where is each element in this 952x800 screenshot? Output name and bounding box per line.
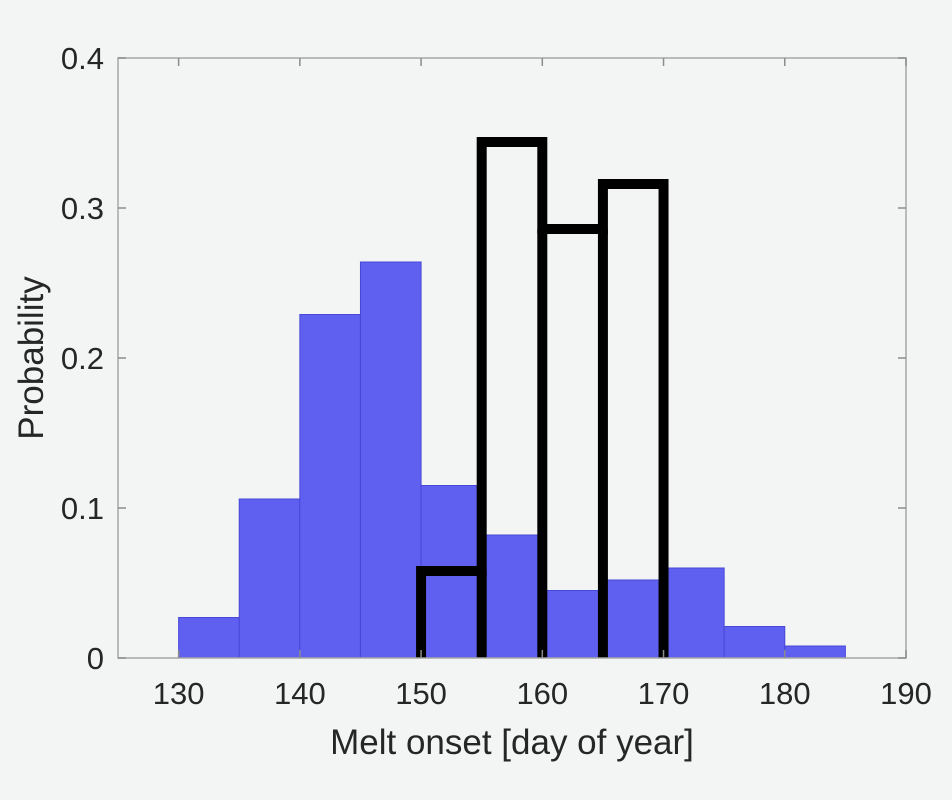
histogram-bar [178,617,240,659]
y-tick-label: 0 [87,641,104,676]
x-tick-label: 160 [516,676,568,711]
x-axis-tick-labels: 130 140 150 160 170 180 190 [153,676,932,711]
x-tick-label: 180 [759,676,811,711]
y-axis-label: Probability [12,276,51,440]
histogram-bar [723,626,786,659]
outline-histogram-series [416,137,669,658]
histogram-bar [784,645,846,659]
axis-ticks [118,57,907,659]
x-tick-label: 190 [880,676,932,711]
x-tick-label: 170 [638,676,690,711]
histogram-bar [663,567,725,659]
y-tick-label: 0.2 [61,341,104,376]
y-tick-label: 0.4 [61,41,104,76]
x-tick-label: 140 [274,676,326,711]
histogram-bar [602,579,665,659]
histogram-bar [238,498,301,659]
histogram-bar [359,261,422,659]
y-axis-tick-labels: 0 0.1 0.2 0.3 0.4 [61,41,104,676]
x-tick-label: 150 [395,676,447,711]
histogram-bar [481,534,543,659]
histogram-bar [299,314,361,659]
y-tick-label: 0.1 [61,491,104,526]
outline-histogram-step [416,137,669,658]
histogram-bar [541,590,604,659]
y-tick-label: 0.3 [61,191,104,226]
x-tick-label: 130 [153,676,205,711]
x-axis-label: Melt onset [day of year] [330,723,694,762]
